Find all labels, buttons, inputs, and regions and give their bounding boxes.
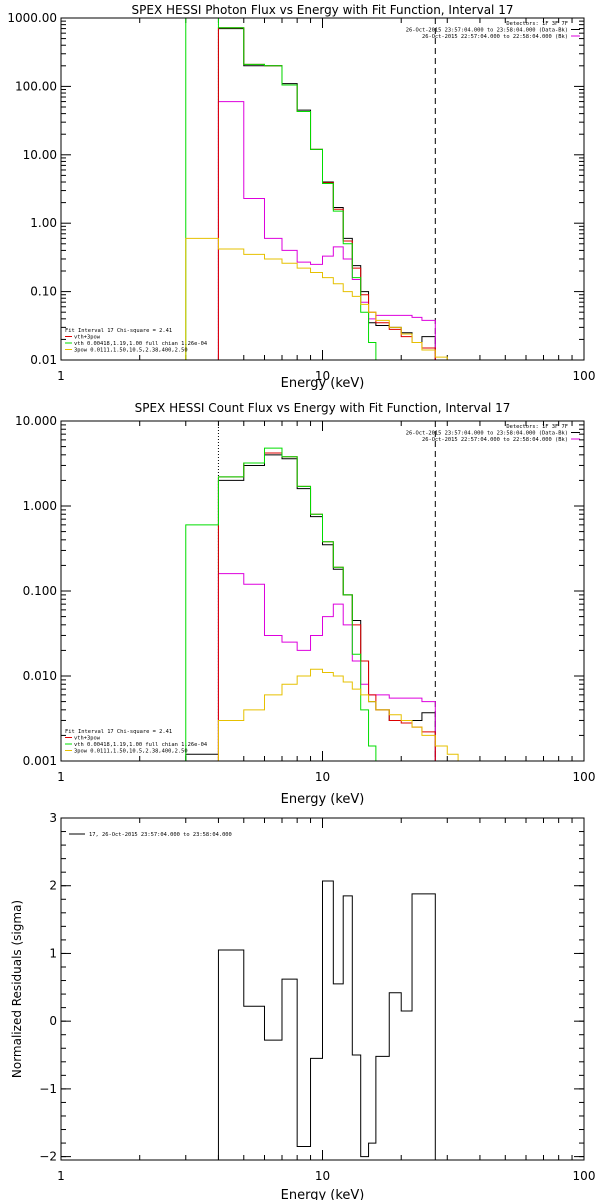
chart-panel-3: 1 10 100 −2 −1 0 1 2 3 Energy (keV) Normalized Res… (10, 811, 595, 1200)
x-axis-label: Energy (keV) (281, 376, 365, 391)
plot-frame (60, 420, 585, 762)
x-minor-ticks (139, 421, 573, 761)
series-line-3 (217, 452, 436, 761)
legend-entry: vth+3pow (74, 335, 101, 341)
chart-panel-1: SPEX HESSI Photon Flux vs Energy with Fi… (7, 3, 595, 391)
series-line-1 (217, 28, 436, 360)
y-axis-label: Normalized Residuals (sigma) (10, 900, 24, 1078)
series-line-2 (217, 573, 436, 761)
x-tick-label: 100 (573, 369, 596, 383)
y-tick-label: 1 (49, 946, 57, 960)
y-ticks (61, 20, 584, 340)
x-tick-label: 1 (57, 369, 65, 383)
legend-entry: 3pow 0.0111,1.50,10.5,2.38,400,2.50 (74, 749, 188, 755)
series-line-2 (217, 101, 436, 360)
x-tick-label: 1 (57, 770, 65, 784)
x-axis-label: Energy (keV) (281, 1188, 365, 1200)
x-minor-ticks (139, 18, 573, 360)
y-tick-label: 10.00 (23, 148, 57, 162)
legend-entry: Fit Interval 17 Chi-square = 2.41 (65, 729, 172, 735)
y-ticks (61, 424, 584, 736)
legend-entry: vth 0.00418,1.19,1.00 full chian 1.26e-0… (74, 742, 207, 748)
legend-entry: 26-Oct-2015 23:57:04.000 to 23:58:04.000… (406, 431, 568, 437)
series-line-3 (217, 27, 436, 360)
x-tick-label: 100 (573, 770, 596, 784)
x-tick-label: 10 (315, 770, 330, 784)
legend-entry: vth 0.00418,1.19,1.00 full chian 1.26e-0… (74, 341, 207, 347)
y-tick-label: 0.001 (23, 754, 57, 768)
y-tick-label: 1.00 (30, 216, 57, 230)
y-tick-label: 10.000 (15, 414, 57, 428)
legend-entry: vth+3pow (74, 736, 101, 742)
series-line-5 (217, 668, 468, 762)
legend-entry: 26-Oct-2015 22:57:04.000 to 22:58:04.000… (422, 34, 568, 40)
x-minor-ticks (139, 818, 573, 1160)
chart-title: SPEX HESSI Photon Flux vs Energy with Fi… (132, 3, 514, 17)
series-line-1 (217, 880, 436, 1160)
legend-entry: 26-Oct-2015 23:57:04.000 to 23:58:04.000… (406, 28, 568, 34)
legend-entry: Detectors: 1F 3F 7F (506, 424, 568, 430)
y-tick-label: 0.100 (23, 584, 57, 598)
legend-entry: 3pow 0.0111,1.50,10.5,2.38,400,2.50 (74, 348, 188, 354)
y-tick-label: 0 (49, 1014, 57, 1028)
legend-entry: Fit Interval 17 Chi-square = 2.41 (65, 328, 172, 334)
x-axis-label: Energy (keV) (281, 792, 365, 807)
y-tick-label: 1.000 (23, 499, 57, 513)
y-tick-label: 2 (49, 879, 57, 893)
y-tick-label: 0.10 (30, 285, 57, 299)
y-tick-label: −2 (39, 1150, 57, 1164)
plot-frame (60, 17, 585, 361)
series-line-5 (185, 237, 448, 360)
y-tick-label: −1 (39, 1082, 57, 1096)
y-tick-label: 100.00 (15, 79, 57, 93)
series-line-4 (185, 17, 390, 361)
y-tick-label: 1000.00 (7, 11, 57, 25)
y-tick-label: 0.010 (23, 669, 57, 683)
x-tick-label: 100 (573, 1169, 596, 1183)
x-tick-label: 10 (315, 369, 330, 383)
x-tick-label: 10 (315, 1169, 330, 1183)
y-tick-label: 3 (49, 811, 57, 825)
series-line-4 (185, 447, 377, 761)
legend-entry: 26-Oct-2015 22:57:04.000 to 22:58:04.000… (422, 437, 568, 443)
chart-panel-2: SPEX HESSI Count Flux vs Energy with Fit… (15, 401, 595, 807)
x-tick-label: 1 (57, 1169, 65, 1183)
legend-entry: 17, 26-Oct-2015 23:57:04.000 to 23:58:04… (89, 832, 232, 838)
plot-frame (60, 817, 585, 1161)
y-tick-label: 0.01 (30, 353, 57, 367)
legend-entry: Detectors: 1F 3F 7F (506, 21, 568, 27)
chart-title: SPEX HESSI Count Flux vs Energy with Fit… (135, 401, 511, 415)
